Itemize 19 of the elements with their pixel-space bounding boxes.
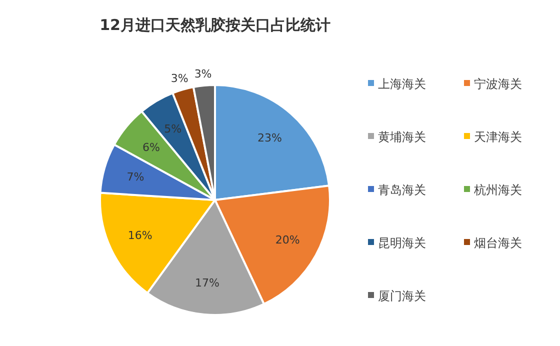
chart-title: 12月进口天然乳胶按关口占比统计 bbox=[100, 16, 330, 34]
data-label: 3% bbox=[194, 67, 212, 80]
data-label: 17% bbox=[194, 276, 220, 290]
data-label: 3% bbox=[170, 72, 188, 85]
legend-label: 上海海关 bbox=[378, 77, 426, 92]
legend-label: 宁波海关 bbox=[474, 77, 522, 92]
data-label: 6% bbox=[142, 141, 160, 154]
data-label: 23% bbox=[258, 132, 282, 145]
data-label: 20% bbox=[275, 234, 300, 247]
legend-label: 厦门海关 bbox=[378, 289, 426, 304]
legend-label: 烟台海关 bbox=[474, 236, 522, 250]
legend-label: 天津海关 bbox=[474, 130, 522, 144]
legend-label: 黄埔海关 bbox=[378, 130, 426, 144]
data-label: 16% bbox=[128, 229, 152, 242]
legend-label: 青岛海关 bbox=[378, 183, 426, 198]
data-label: 5% bbox=[164, 122, 182, 136]
data-label: 7% bbox=[126, 170, 144, 184]
legend-label: 杭州海关 bbox=[473, 183, 522, 198]
legend-label: 昆明海关 bbox=[378, 236, 426, 250]
